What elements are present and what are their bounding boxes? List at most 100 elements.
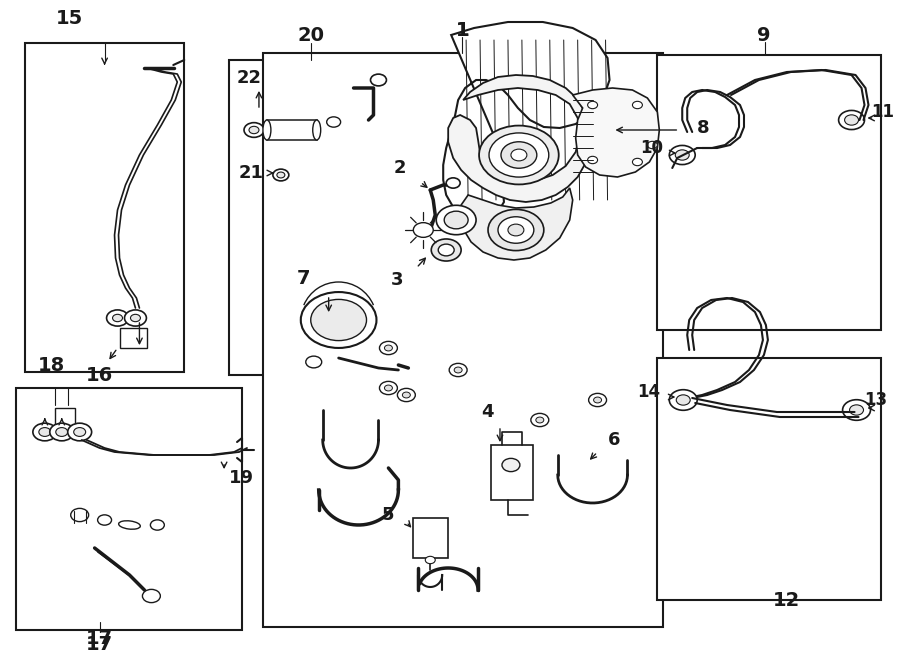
Bar [230,60,409,375]
Bar [16,388,242,630]
Bar [25,43,184,372]
Circle shape [633,158,643,166]
Circle shape [670,146,695,165]
Circle shape [647,141,657,149]
Circle shape [633,101,643,109]
Text: 6: 6 [608,431,620,449]
Circle shape [531,413,549,426]
Text: 4: 4 [482,403,494,421]
Bar [491,445,533,500]
Text: 16: 16 [86,365,113,385]
Bar [657,358,881,600]
Bar [657,55,881,330]
Circle shape [449,363,467,377]
Circle shape [501,142,536,168]
Circle shape [842,400,870,420]
Text: 15: 15 [56,9,83,28]
Circle shape [50,423,74,441]
Ellipse shape [263,120,271,140]
Circle shape [670,390,698,410]
Text: 21: 21 [239,164,264,182]
Text: 13: 13 [865,391,887,409]
Circle shape [306,356,321,368]
Circle shape [839,111,865,130]
Circle shape [39,428,50,436]
Circle shape [588,156,598,164]
Circle shape [97,515,112,525]
Circle shape [402,392,410,398]
Text: 3: 3 [391,271,403,289]
Circle shape [588,101,598,109]
Circle shape [249,126,259,134]
Circle shape [446,178,460,188]
Text: 18: 18 [38,355,65,375]
Circle shape [380,381,398,395]
Circle shape [384,345,392,351]
Circle shape [438,244,454,256]
Text: 2: 2 [394,159,407,177]
Circle shape [508,224,524,236]
Ellipse shape [312,120,320,140]
Polygon shape [572,88,660,177]
Text: 10: 10 [640,139,663,157]
Text: 1: 1 [455,21,469,40]
Circle shape [675,150,689,160]
Polygon shape [448,75,590,202]
Text: 7: 7 [297,269,310,287]
Circle shape [301,292,376,348]
Circle shape [142,589,160,602]
Circle shape [327,117,340,127]
Circle shape [426,556,436,563]
Bar [413,518,448,558]
Polygon shape [443,22,609,219]
Circle shape [71,508,88,522]
Text: 17: 17 [86,628,113,647]
Circle shape [488,209,544,251]
Text: 1: 1 [455,21,469,40]
Circle shape [380,342,398,355]
Circle shape [436,205,476,235]
Circle shape [844,115,859,125]
Polygon shape [460,188,572,260]
Circle shape [150,520,165,530]
Circle shape [106,310,129,326]
Circle shape [413,222,433,238]
Circle shape [273,169,289,181]
Circle shape [384,385,392,391]
Circle shape [68,423,92,441]
Text: 12: 12 [773,591,800,610]
Circle shape [112,314,122,322]
Text: 17: 17 [86,636,113,655]
Circle shape [398,389,415,402]
Circle shape [498,216,534,243]
Circle shape [310,299,366,340]
Text: 19: 19 [230,469,254,487]
Circle shape [594,397,601,403]
Circle shape [479,126,559,185]
Text: 9: 9 [757,26,770,44]
Circle shape [676,395,690,405]
Text: 14: 14 [637,383,661,401]
Circle shape [489,133,549,177]
Circle shape [589,393,607,406]
Circle shape [536,417,544,423]
Circle shape [74,428,86,436]
Circle shape [445,211,468,229]
Text: 5: 5 [382,506,394,524]
Circle shape [33,423,57,441]
Text: 20: 20 [297,26,324,44]
Circle shape [56,428,68,436]
Polygon shape [267,120,317,140]
Circle shape [431,239,461,261]
Circle shape [371,74,386,86]
Circle shape [244,122,264,137]
Circle shape [454,367,462,373]
Text: 8: 8 [698,119,710,137]
Ellipse shape [119,521,140,529]
Circle shape [850,405,863,415]
Text: 11: 11 [871,103,895,121]
Circle shape [277,172,284,178]
Circle shape [502,458,520,471]
Text: 22: 22 [237,69,262,87]
Circle shape [130,314,140,322]
